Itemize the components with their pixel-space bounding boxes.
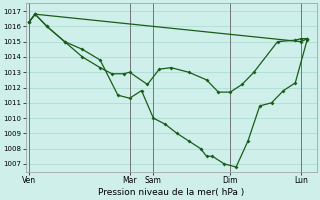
X-axis label: Pression niveau de la mer( hPa ): Pression niveau de la mer( hPa ) <box>98 188 244 197</box>
